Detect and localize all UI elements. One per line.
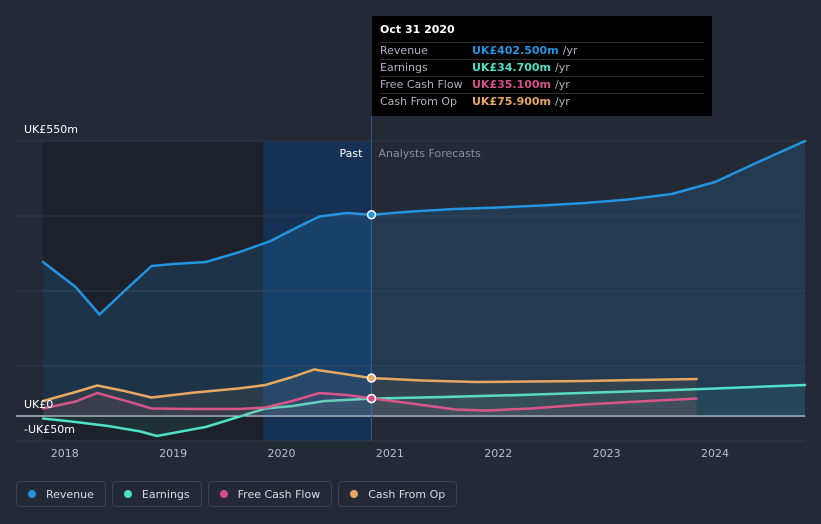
x-axis-tick-label: 2022 [484,447,512,460]
chart-legend: Revenue Earnings Free Cash Flow Cash Fro… [16,481,458,507]
tooltip-label: Earnings [380,61,428,74]
y-axis-label: -UK£50m [24,423,75,436]
cash-from-op-area [43,369,697,416]
free-cash-flow-dot-icon [219,490,228,498]
tooltip-date: Oct 31 2020 [380,23,455,36]
tooltip-value: UK£75.900m [472,95,552,108]
past-label: Past [340,147,364,160]
y-axis-label: UK£550m [24,123,78,136]
tooltip-row-cash-from-op: Cash From Op UK£75.900m /yr [380,93,704,110]
cash-from-op-dot-icon [350,490,359,498]
free-cash-flow-area [43,393,697,416]
x-axis-tick-label: 2024 [701,447,729,460]
revenue-area [43,141,806,416]
free-cash-flow-marker [366,393,377,404]
tooltip-value: UK£402.500m [472,44,559,57]
tooltip-row-earnings: Earnings UK£34.700m /yr [380,59,704,76]
x-axis-tick-label: 2019 [159,447,187,460]
legend-label: Cash From Op [368,487,446,501]
legend-item-earnings[interactable]: Earnings [111,481,202,507]
tooltip-unit: /yr [555,78,570,91]
x-axis-tick-label: 2020 [268,447,296,460]
tooltip-row-free-cash-flow: Free Cash Flow UK£35.100m /yr [380,76,704,93]
tooltip-unit: /yr [555,95,570,108]
tooltip-label: Free Cash Flow [380,78,463,91]
earnings-line [41,383,807,438]
x-axis-tick-label: 2021 [376,447,404,460]
y-axis-label: UK£0 [24,398,53,411]
tooltip-label: Revenue [380,44,428,57]
revenue-line [41,139,807,316]
tooltip-label: Cash From Op [380,95,458,108]
tooltip-unit: /yr [555,61,570,74]
x-axis-tick-label: 2023 [593,447,621,460]
tooltip-row-revenue: Revenue UK£402.500m /yr [380,42,704,59]
earnings-area [43,385,806,436]
legend-label: Earnings [141,487,190,501]
revenue-dot-icon [28,490,36,498]
legend-item-free-cash-flow[interactable]: Free Cash Flow [207,481,333,507]
tooltip-value: UK£34.700m [472,61,552,74]
legend-label: Revenue [46,487,94,501]
forecast-label: Analysts Forecasts [378,147,481,160]
cash-from-op-line [41,368,698,403]
legend-label: Free Cash Flow [237,487,321,501]
revenue-marker [366,210,377,220]
tooltip-value: UK£35.100m [472,78,552,91]
data-tooltip: Oct 31 2020 Revenue UK£402.500m /yr Earn… [372,16,712,116]
tooltip-unit: /yr [562,44,578,57]
earnings-dot-icon [123,490,132,498]
free-cash-flow-line [41,391,698,412]
cash-from-op-marker [366,373,377,383]
legend-item-cash-from-op[interactable]: Cash From Op [338,481,458,507]
legend-item-revenue[interactable]: Revenue [16,481,106,507]
x-axis-tick-label: 2018 [51,447,79,460]
